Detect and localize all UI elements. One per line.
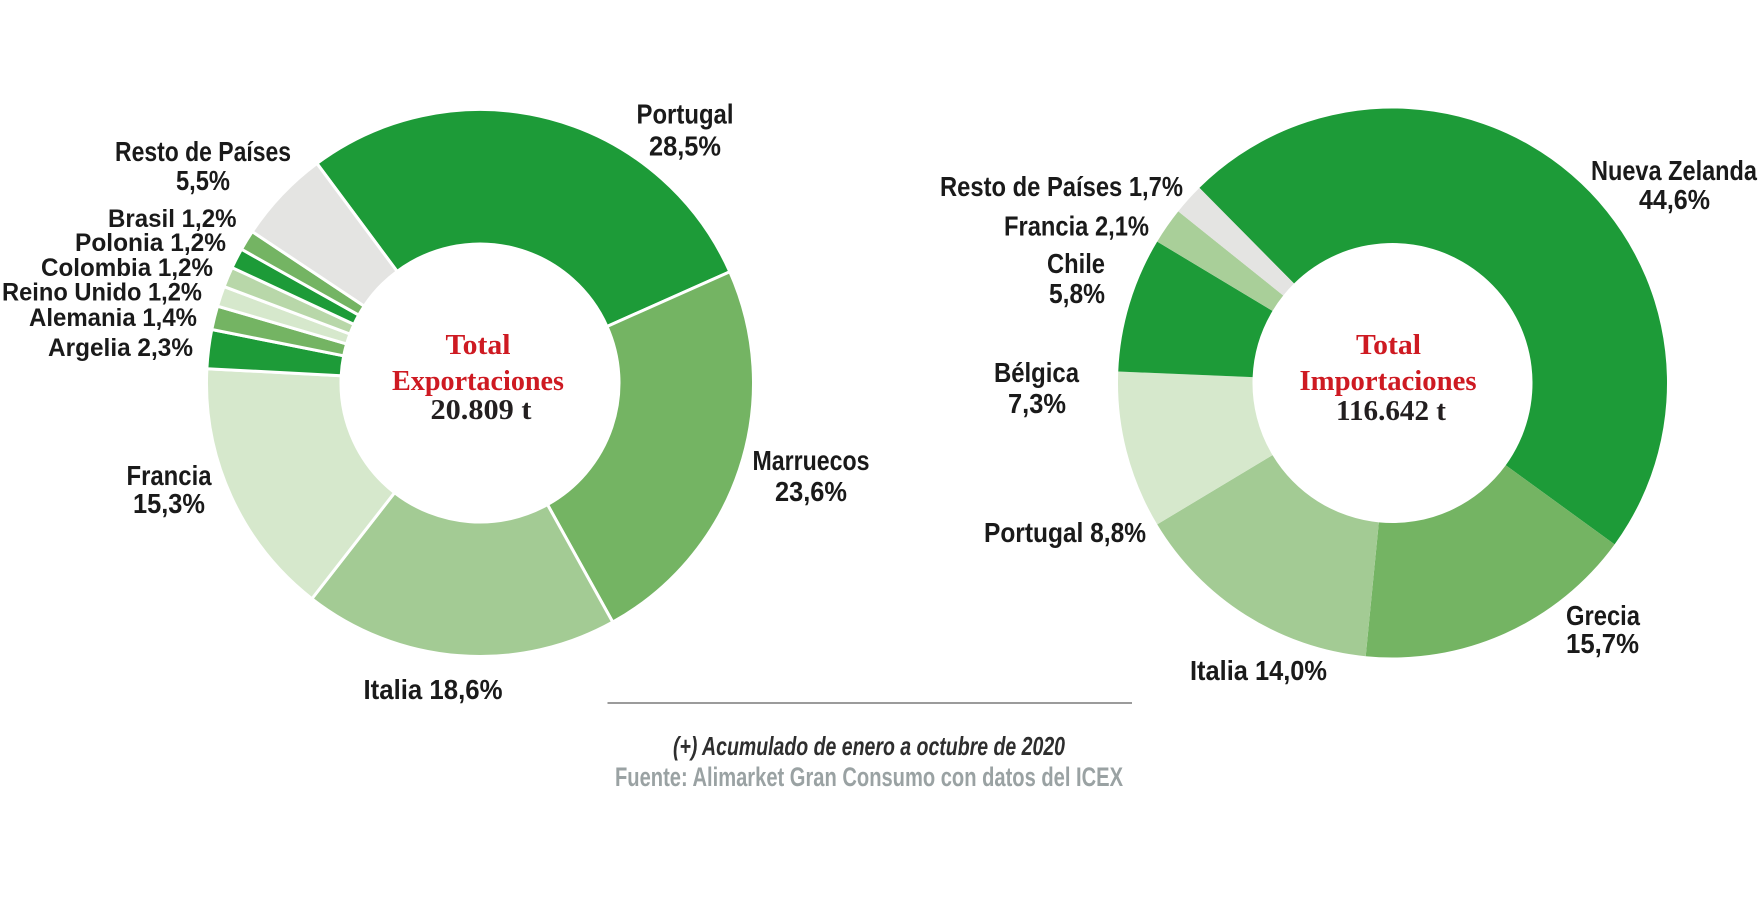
- svg-text:Portugal: Portugal: [637, 99, 734, 130]
- svg-text:Polonia 1,2%: Polonia 1,2%: [75, 229, 226, 257]
- svg-text:5,8%: 5,8%: [1049, 278, 1105, 309]
- svg-text:28,5%: 28,5%: [649, 130, 721, 161]
- svg-text:Portugal 8,8%: Portugal 8,8%: [984, 517, 1146, 548]
- svg-text:20.809 t: 20.809 t: [431, 395, 533, 426]
- svg-text:Italia 14,0%: Italia 14,0%: [1190, 655, 1327, 686]
- svg-text:Argelia 2,3%: Argelia 2,3%: [48, 334, 193, 362]
- svg-text:Marruecos: Marruecos: [753, 445, 870, 476]
- svg-text:Reino Unido 1,2%: Reino Unido 1,2%: [2, 279, 202, 307]
- svg-text:Bélgica: Bélgica: [994, 357, 1079, 388]
- svg-text:Brasil 1,2%: Brasil 1,2%: [108, 205, 237, 233]
- svg-text:Chile: Chile: [1047, 248, 1105, 279]
- svg-text:23,6%: 23,6%: [775, 476, 847, 507]
- svg-text:Nueva Zelanda: Nueva Zelanda: [1591, 155, 1757, 186]
- svg-text:44,6%: 44,6%: [1639, 184, 1710, 215]
- svg-text:Resto de Países: Resto de Países: [115, 136, 291, 167]
- svg-text:Fuente: Alimarket Gran Consumo: Fuente: Alimarket Gran Consumo con datos…: [615, 762, 1123, 792]
- svg-text:Grecia: Grecia: [1566, 600, 1640, 631]
- svg-text:Importaciones: Importaciones: [1300, 366, 1477, 397]
- svg-text:Colombia 1,2%: Colombia 1,2%: [41, 254, 213, 282]
- svg-text:5,5%: 5,5%: [176, 165, 230, 196]
- svg-text:Italia 18,6%: Italia 18,6%: [364, 674, 503, 705]
- svg-text:116.642 t: 116.642 t: [1336, 396, 1447, 427]
- svg-text:Exportaciones: Exportaciones: [392, 366, 564, 397]
- svg-text:15,3%: 15,3%: [133, 488, 205, 519]
- svg-text:15,7%: 15,7%: [1566, 628, 1639, 659]
- svg-text:(+) Acumulado de enero a octub: (+) Acumulado de enero a octubre de 2020: [673, 731, 1065, 761]
- svg-text:7,3%: 7,3%: [1008, 388, 1066, 419]
- svg-text:Resto de Países 1,7%: Resto de Países 1,7%: [940, 171, 1183, 202]
- svg-text:Francia 2,1%: Francia 2,1%: [1004, 211, 1149, 242]
- svg-text:Total: Total: [446, 330, 511, 361]
- svg-text:Total: Total: [1356, 330, 1421, 361]
- svg-text:Francia: Francia: [127, 460, 212, 491]
- svg-text:Alemania 1,4%: Alemania 1,4%: [29, 304, 197, 332]
